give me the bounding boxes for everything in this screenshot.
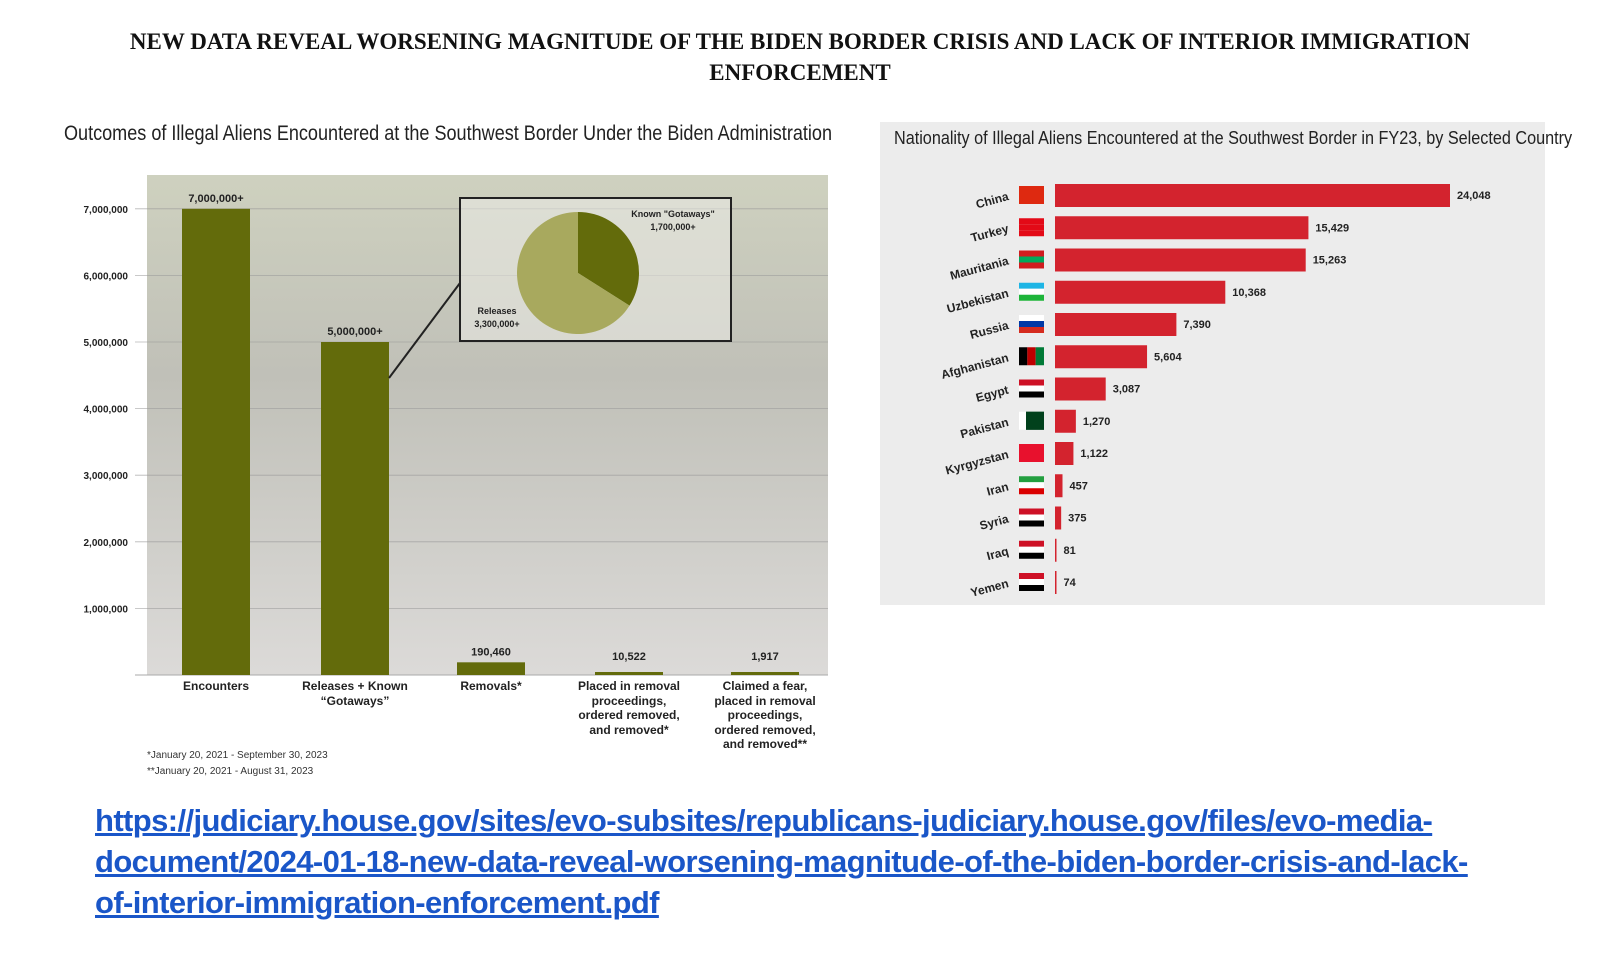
bar xyxy=(321,342,389,675)
x-category-label: Placed in removal proceedings, ordered r… xyxy=(577,679,681,737)
pie-value-label: 1,700,000+ xyxy=(650,222,695,232)
data-label: 190,460 xyxy=(471,646,511,658)
y-tick-label: 2,000,000 xyxy=(84,538,129,549)
source-link[interactable]: https://judiciary.house.gov/sites/evo-su… xyxy=(95,803,1468,920)
bar xyxy=(182,208,250,676)
data-label: 10,522 xyxy=(612,651,646,663)
right-chart-title: Nationality of Illegal Aliens Encountere… xyxy=(894,128,1573,148)
left-chart-title: Outcomes of Illegal Aliens Encountered a… xyxy=(64,122,832,145)
connector-line xyxy=(388,282,461,379)
nationality-chart-panel xyxy=(880,122,1545,605)
pie-label: Known "Gotaways" xyxy=(631,209,715,219)
y-tick-label: 6,000,000 xyxy=(84,271,129,282)
pie-slice xyxy=(517,211,630,334)
pie-label: Releases xyxy=(477,306,516,316)
footnote-2: **January 20, 2021 - August 31, 2023 xyxy=(147,766,314,777)
footnote-1: *January 20, 2021 - September 30, 2023 xyxy=(147,750,328,761)
outcomes-bar-chart: 1,000,000 2,000,000 3,000,000 4,000,000 5,00… xyxy=(84,175,828,676)
y-tick-label: 7,000,000 xyxy=(84,205,129,216)
y-tick-label: 4,000,000 xyxy=(84,405,129,416)
pie-slice xyxy=(578,212,639,306)
bar xyxy=(457,662,525,675)
bar xyxy=(731,672,799,675)
y-tick-label: 1,000,000 xyxy=(84,604,129,615)
data-label: 1,917 xyxy=(751,651,779,663)
y-tick-label: 3,000,000 xyxy=(84,471,129,482)
pie-value-label: 3,300,000+ xyxy=(474,319,519,329)
x-category-label: Releases + Known “Gotaways” xyxy=(302,679,408,708)
y-tick-label: 5,000,000 xyxy=(84,338,129,349)
x-category-label: Removals* xyxy=(460,679,522,693)
data-label: 7,000,000+ xyxy=(188,193,243,205)
bar xyxy=(595,672,663,675)
x-category-label: Encounters xyxy=(182,679,249,693)
x-category-label: Claimed a fear, placed in removal procee… xyxy=(714,679,816,751)
document-title: NEW DATA REVEAL WORSENING MAGNITUDE OF T… xyxy=(129,29,1471,85)
data-label: 5,000,000+ xyxy=(327,326,382,338)
